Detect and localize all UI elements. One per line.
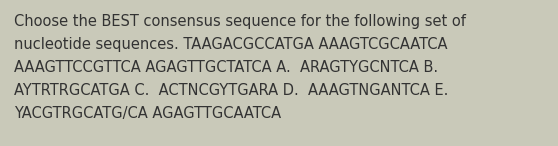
Text: AAAGTTCCGTTCA AGAGTTGCTATCA A.  ARAGTYGCNTCA B.: AAAGTTCCGTTCA AGAGTTGCTATCA A. ARAGTYGCN… xyxy=(14,60,438,75)
Text: YACGTRGCATG/CA AGAGTTGCAATCA: YACGTRGCATG/CA AGAGTTGCAATCA xyxy=(14,106,281,121)
Text: Choose the BEST consensus sequence for the following set of: Choose the BEST consensus sequence for t… xyxy=(14,14,466,29)
Text: AYTRTRGCATGA C.  ACTNCGYTGARA D.  AAAGTNGANTCA E.: AYTRTRGCATGA C. ACTNCGYTGARA D. AAAGTNGA… xyxy=(14,83,449,98)
Text: nucleotide sequences. TAAGACGCCATGA AAAGTCGCAATCA: nucleotide sequences. TAAGACGCCATGA AAAG… xyxy=(14,37,448,52)
